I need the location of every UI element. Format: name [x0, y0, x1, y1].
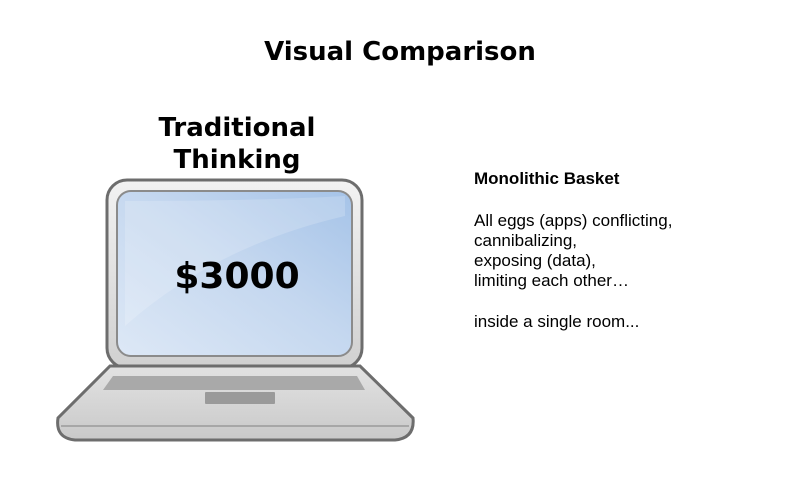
description-title: Monolithic Basket [474, 169, 620, 188]
laptop-icon [55, 176, 420, 446]
description-line-3: exposing (data), [474, 251, 596, 270]
description-footer: inside a single room... [474, 312, 640, 331]
price-label: $3000 [174, 256, 300, 297]
description-body: All eggs (apps) conflicting, cannibalizi… [474, 211, 774, 291]
description-panel: Monolithic Basket All eggs (apps) confli… [474, 169, 774, 332]
slide-title: Visual Comparison [264, 37, 536, 67]
description-line-1: All eggs (apps) conflicting, [474, 211, 673, 230]
laptop-heading-line-2: Thinking [173, 145, 301, 175]
laptop-heading: Traditional Thinking [122, 112, 352, 176]
laptop-heading-line-1: Traditional [158, 113, 316, 143]
description-line-2: cannibalizing, [474, 231, 578, 250]
description-line-4: limiting each other… [474, 271, 629, 290]
